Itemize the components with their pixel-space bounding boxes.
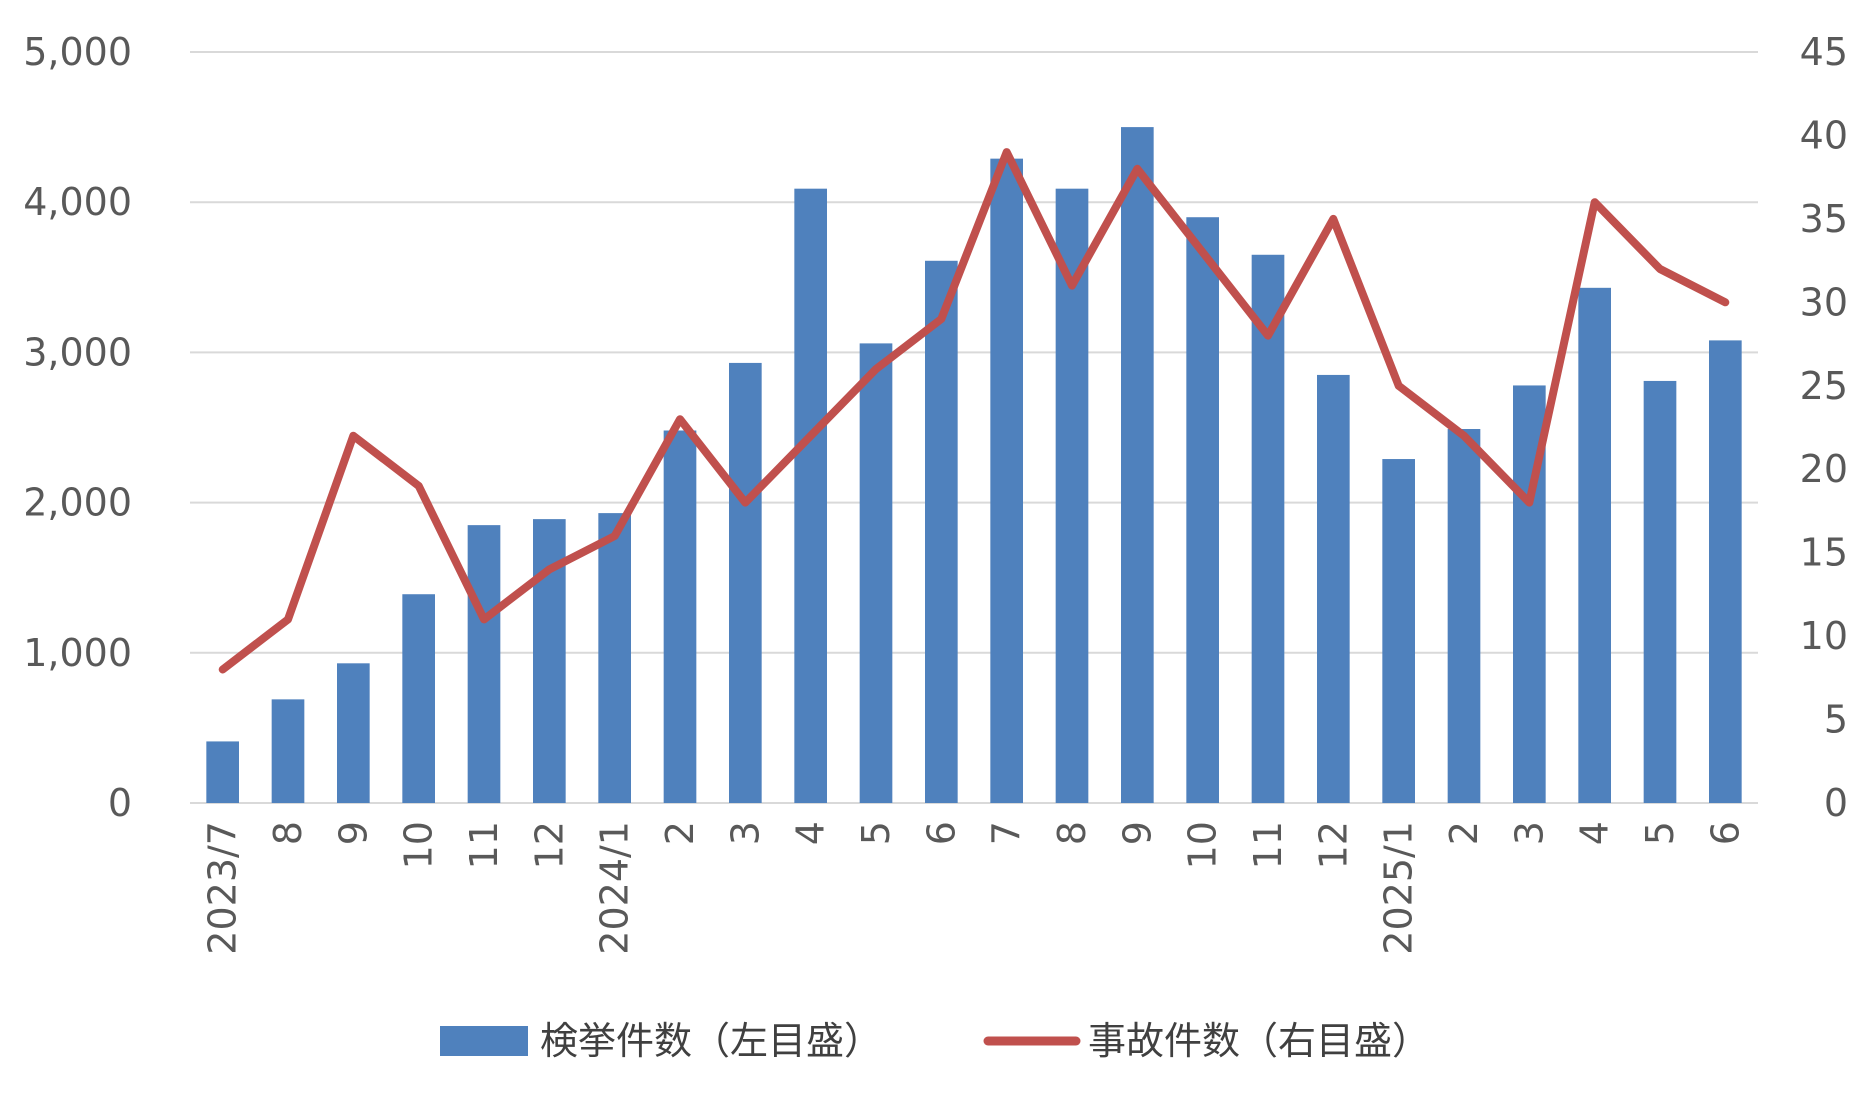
bar — [467, 525, 501, 803]
x-axis: 2023/7 8 9 10 11 12 2024/1 2 3 4 5 6 7 8 9 10 11 12 2025/1… — [201, 821, 1748, 955]
bar — [990, 158, 1023, 804]
bar — [1251, 254, 1285, 803]
x-tick-label: 9 — [1115, 821, 1159, 845]
y-left-tick-label: 5,000 — [23, 30, 132, 74]
y-right-tick-label: 20 — [1800, 447, 1848, 491]
x-tick-label: 2025/1 — [1377, 821, 1421, 955]
x-tick-label: 10 — [397, 821, 441, 869]
x-tick-label: 2 — [1442, 821, 1486, 845]
x-tick-label: 2023/7 — [201, 821, 245, 955]
bar — [1382, 459, 1415, 803]
y-right-tick-label: 40 — [1800, 113, 1848, 157]
x-tick-label: 11 — [1246, 821, 1290, 869]
gridlines — [190, 51, 1758, 804]
bar — [337, 663, 370, 803]
bar — [1055, 188, 1089, 803]
bar — [402, 594, 435, 803]
x-tick-label: 6 — [919, 821, 963, 845]
y-right-tick-label: 35 — [1800, 197, 1848, 241]
bar — [598, 513, 631, 803]
bar — [1121, 127, 1154, 804]
bar — [729, 362, 762, 803]
y-left-tick-label: 3,000 — [23, 330, 132, 374]
legend-line-label: 事故件数（右目盛） — [1088, 1019, 1430, 1063]
x-tick-label: 5 — [1638, 821, 1682, 845]
bar — [271, 699, 305, 803]
x-tick-label: 8 — [266, 821, 310, 845]
left-y-axis: 0 1,000 2,000 3,000 4,000 5,000 — [23, 30, 132, 825]
line-series — [218, 148, 1730, 674]
y-left-tick-label: 1,000 — [23, 631, 132, 675]
y-left-tick-label: 4,000 — [23, 180, 132, 224]
x-tick-label: 3 — [723, 821, 767, 845]
right-y-axis: 0 5 10 15 20 25 30 35 40 45 — [1800, 30, 1848, 825]
bar — [1709, 340, 1742, 803]
y-right-tick-label: 30 — [1800, 280, 1848, 324]
bar — [1186, 217, 1219, 804]
x-tick-label: 2 — [658, 821, 702, 845]
y-right-tick-label: 15 — [1800, 531, 1848, 575]
bar — [794, 188, 827, 803]
x-tick-label: 10 — [1181, 821, 1225, 869]
y-left-tick-label: 2,000 — [23, 481, 132, 525]
x-tick-label: 5 — [854, 821, 898, 845]
bar — [925, 260, 958, 803]
y-right-tick-label: 0 — [1824, 781, 1848, 825]
x-tick-label: 2024/1 — [593, 821, 637, 955]
y-right-tick-label: 45 — [1800, 30, 1848, 74]
y-right-tick-label: 25 — [1800, 364, 1848, 408]
x-tick-label: 6 — [1703, 821, 1747, 845]
x-tick-label: 8 — [1050, 821, 1094, 845]
bar — [1578, 287, 1611, 804]
y-right-tick-label: 10 — [1800, 614, 1848, 658]
x-tick-label: 4 — [1573, 821, 1617, 845]
bar-series — [206, 127, 1742, 804]
x-tick-label: 7 — [985, 821, 1029, 845]
y-right-tick-label: 5 — [1824, 698, 1848, 742]
bar — [1447, 429, 1481, 803]
bar — [1643, 380, 1677, 803]
bar — [206, 741, 239, 803]
x-tick-label: 9 — [331, 821, 375, 845]
x-tick-label: 12 — [1311, 821, 1355, 869]
legend: 検挙件数（左目盛） 事故件数（右目盛） — [440, 1019, 1430, 1063]
bar — [859, 343, 893, 803]
y-left-tick-label: 0 — [108, 781, 132, 825]
x-tick-label: 12 — [527, 821, 571, 869]
series-line — [218, 148, 1730, 674]
bar — [663, 430, 697, 803]
bar — [1317, 374, 1350, 803]
x-tick-label: 11 — [462, 821, 506, 869]
x-tick-label: 4 — [789, 821, 833, 845]
x-tick-label: 3 — [1507, 821, 1551, 845]
legend-bar-label: 検挙件数（左目盛） — [540, 1019, 882, 1063]
legend-bar-swatch — [440, 1026, 528, 1056]
